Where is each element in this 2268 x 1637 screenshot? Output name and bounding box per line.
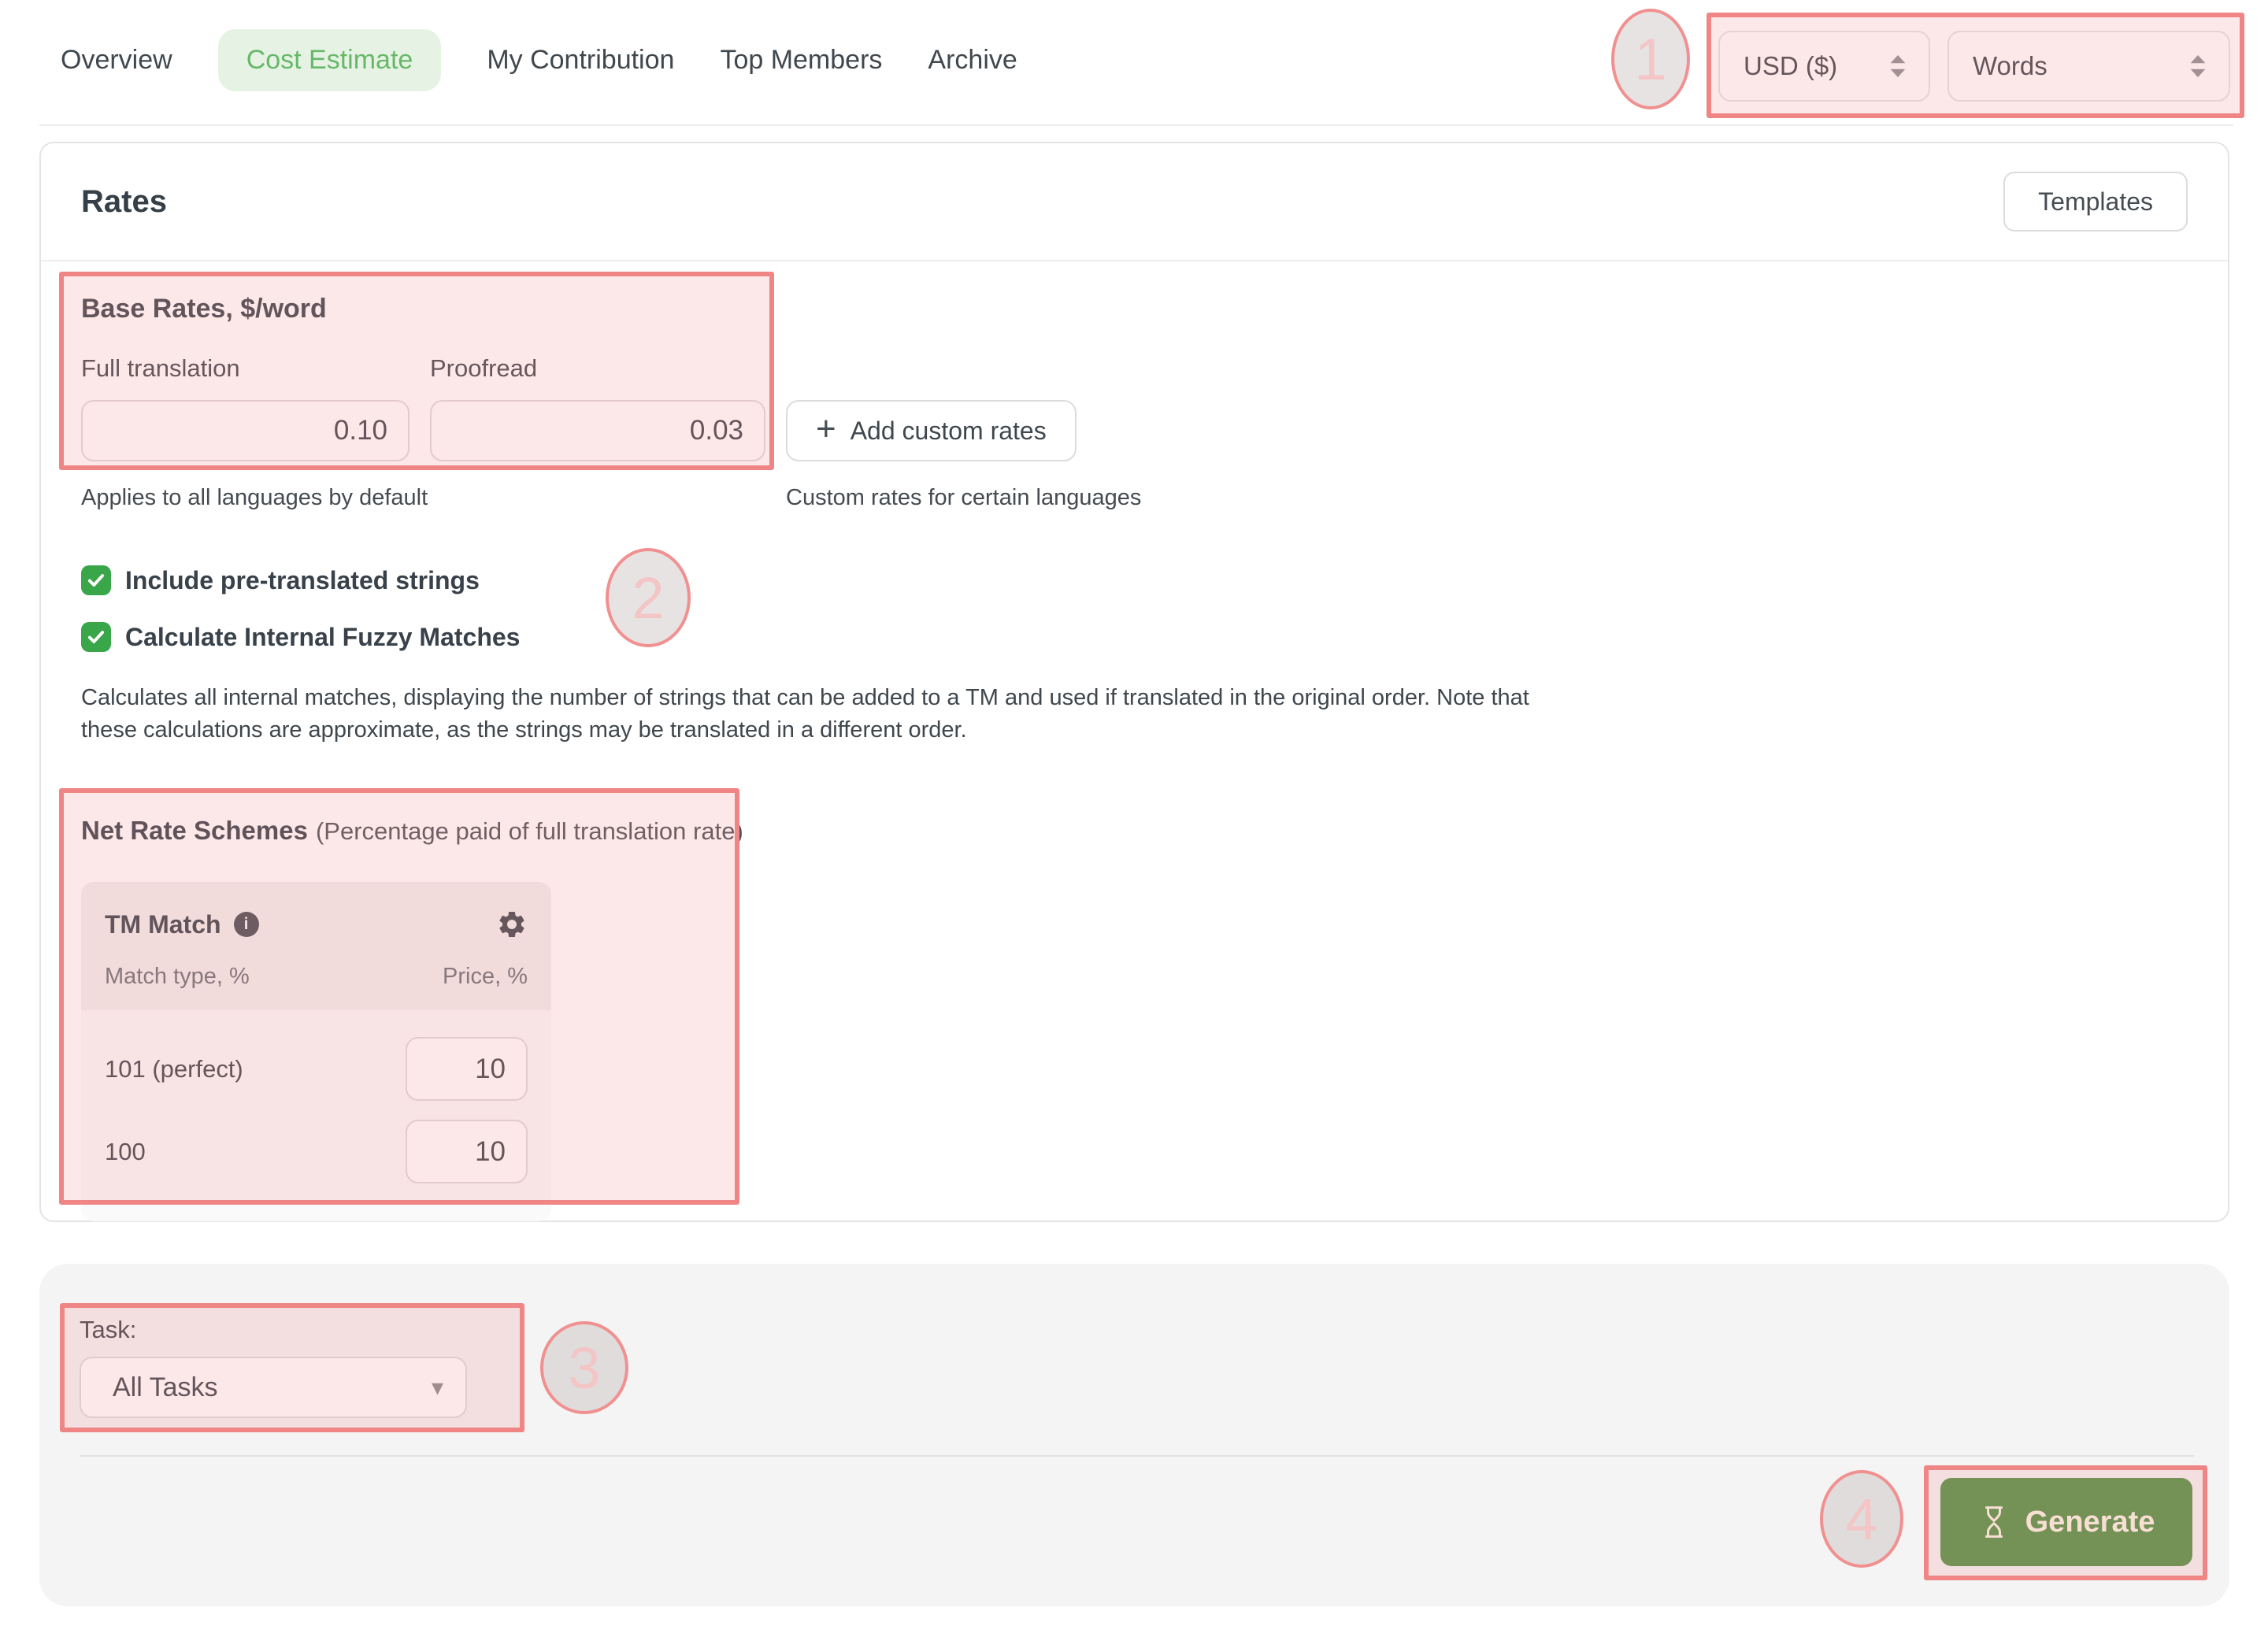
tm-match-row: 101 (perfect) xyxy=(105,1037,528,1101)
tm-match-title-row: TM Match i xyxy=(105,909,528,940)
rate-hints: Applies to all languages by default Cust… xyxy=(81,485,2188,515)
tab-my-contribution[interactable]: My Contribution xyxy=(487,44,675,75)
rates-card: Rates Templates Base Rates, $/word Full … xyxy=(39,142,2229,1222)
tm-match-rows: 101 (perfect) 100 xyxy=(81,1010,551,1221)
full-translation-field: Full translation xyxy=(81,354,410,461)
include-pretranslated-label: Include pre-translated strings xyxy=(125,565,480,594)
page-title: Rates xyxy=(81,183,167,219)
tm-match-header: TM Match i Match type, % Price, % xyxy=(81,882,551,1010)
checkmark-icon xyxy=(87,574,105,587)
tab-bar: Overview Cost Estimate My Contribution T… xyxy=(61,0,1017,120)
gear-icon[interactable] xyxy=(496,909,528,940)
templates-button[interactable]: Templates xyxy=(2003,172,2188,231)
add-custom-rates-button[interactable]: + Add custom rates xyxy=(786,400,1077,461)
info-icon[interactable]: i xyxy=(233,912,259,937)
full-translation-label: Full translation xyxy=(81,354,240,382)
net-rate-schemes-title: Net Rate Schemes xyxy=(81,816,308,845)
add-custom-rates-label: Add custom rates xyxy=(850,416,1047,445)
match-type-101-label: 101 (perfect) xyxy=(105,1054,243,1083)
generate-section: Task: All Tasks ▾ Generate xyxy=(39,1264,2229,1606)
units-select-value: Words xyxy=(1973,51,2048,80)
task-select-value: All Tasks xyxy=(113,1372,218,1402)
nav-divider xyxy=(39,124,2233,126)
tab-cost-estimate[interactable]: Cost Estimate xyxy=(217,28,442,91)
tm-match-column-headers: Match type, % Price, % xyxy=(105,964,528,990)
net-rate-schemes-heading: Net Rate Schemes (Percentage paid of full… xyxy=(81,816,2188,846)
tab-archive[interactable]: Archive xyxy=(928,44,1017,75)
calculate-fuzzy-checkbox-row[interactable]: Calculate Internal Fuzzy Matches xyxy=(81,622,2188,652)
tm-match-title: TM Match xyxy=(105,909,221,939)
currency-select[interactable]: USD ($) xyxy=(1718,31,1930,102)
proofread-input[interactable] xyxy=(430,400,765,461)
tab-top-members[interactable]: Top Members xyxy=(720,44,883,75)
generate-button-label: Generate xyxy=(2025,1505,2155,1539)
calculate-fuzzy-label: Calculate Internal Fuzzy Matches xyxy=(125,622,521,651)
chevron-down-icon: ▾ xyxy=(431,1374,443,1401)
checkmark-icon xyxy=(87,631,105,643)
stepper-icon xyxy=(1890,54,1906,78)
plus-icon: + xyxy=(816,409,836,448)
price-column-label: Price, % xyxy=(443,964,528,989)
match-type-100-label: 100 xyxy=(105,1137,146,1165)
task-select[interactable]: All Tasks ▾ xyxy=(80,1357,467,1418)
default-rates-hint: Applies to all languages by default xyxy=(81,485,428,510)
header-controls: USD ($) Words xyxy=(1718,31,2230,102)
estimate-options: Include pre-translated strings Calculate… xyxy=(81,565,2188,652)
custom-rates-hint: Custom rates for certain languages xyxy=(786,485,1142,510)
currency-select-value: USD ($) xyxy=(1744,51,1838,80)
match-type-column-label: Match type, % xyxy=(105,964,250,989)
tm-match-card: TM Match i Match type, % Price, % 101 (p… xyxy=(81,882,551,1221)
proofread-field: Proofread xyxy=(430,354,765,461)
rates-card-body: Base Rates, $/word Full translation Proo… xyxy=(41,293,2228,1221)
include-pretranslated-checkbox-row[interactable]: Include pre-translated strings xyxy=(81,565,2188,595)
price-101-input[interactable] xyxy=(406,1037,528,1101)
price-100-input[interactable] xyxy=(406,1120,528,1183)
tm-match-row: 100 xyxy=(105,1120,528,1183)
proofread-label: Proofread xyxy=(430,354,538,382)
checkbox-checked-icon[interactable] xyxy=(81,565,111,595)
task-label: Task: xyxy=(80,1316,137,1343)
stepper-icon xyxy=(2190,54,2206,78)
footer-divider xyxy=(80,1455,2194,1457)
fuzzy-matches-description: Calculates all internal matches, display… xyxy=(81,685,1529,743)
generate-button[interactable]: Generate xyxy=(1940,1478,2192,1566)
net-rate-schemes-subtitle: (Percentage paid of full translation rat… xyxy=(315,817,743,845)
full-translation-input[interactable] xyxy=(81,400,410,461)
base-rates-heading: Base Rates, $/word xyxy=(81,294,327,324)
checkbox-checked-icon[interactable] xyxy=(81,622,111,652)
units-select[interactable]: Words xyxy=(1947,31,2230,102)
annotation-step-1: 1 xyxy=(1611,9,1690,109)
tab-overview[interactable]: Overview xyxy=(61,44,172,75)
base-rates-fields: Full translation Proofread + Add custom … xyxy=(81,354,2188,461)
hourglass-icon xyxy=(1984,1506,2003,1538)
rates-card-header: Rates Templates xyxy=(41,143,2228,261)
